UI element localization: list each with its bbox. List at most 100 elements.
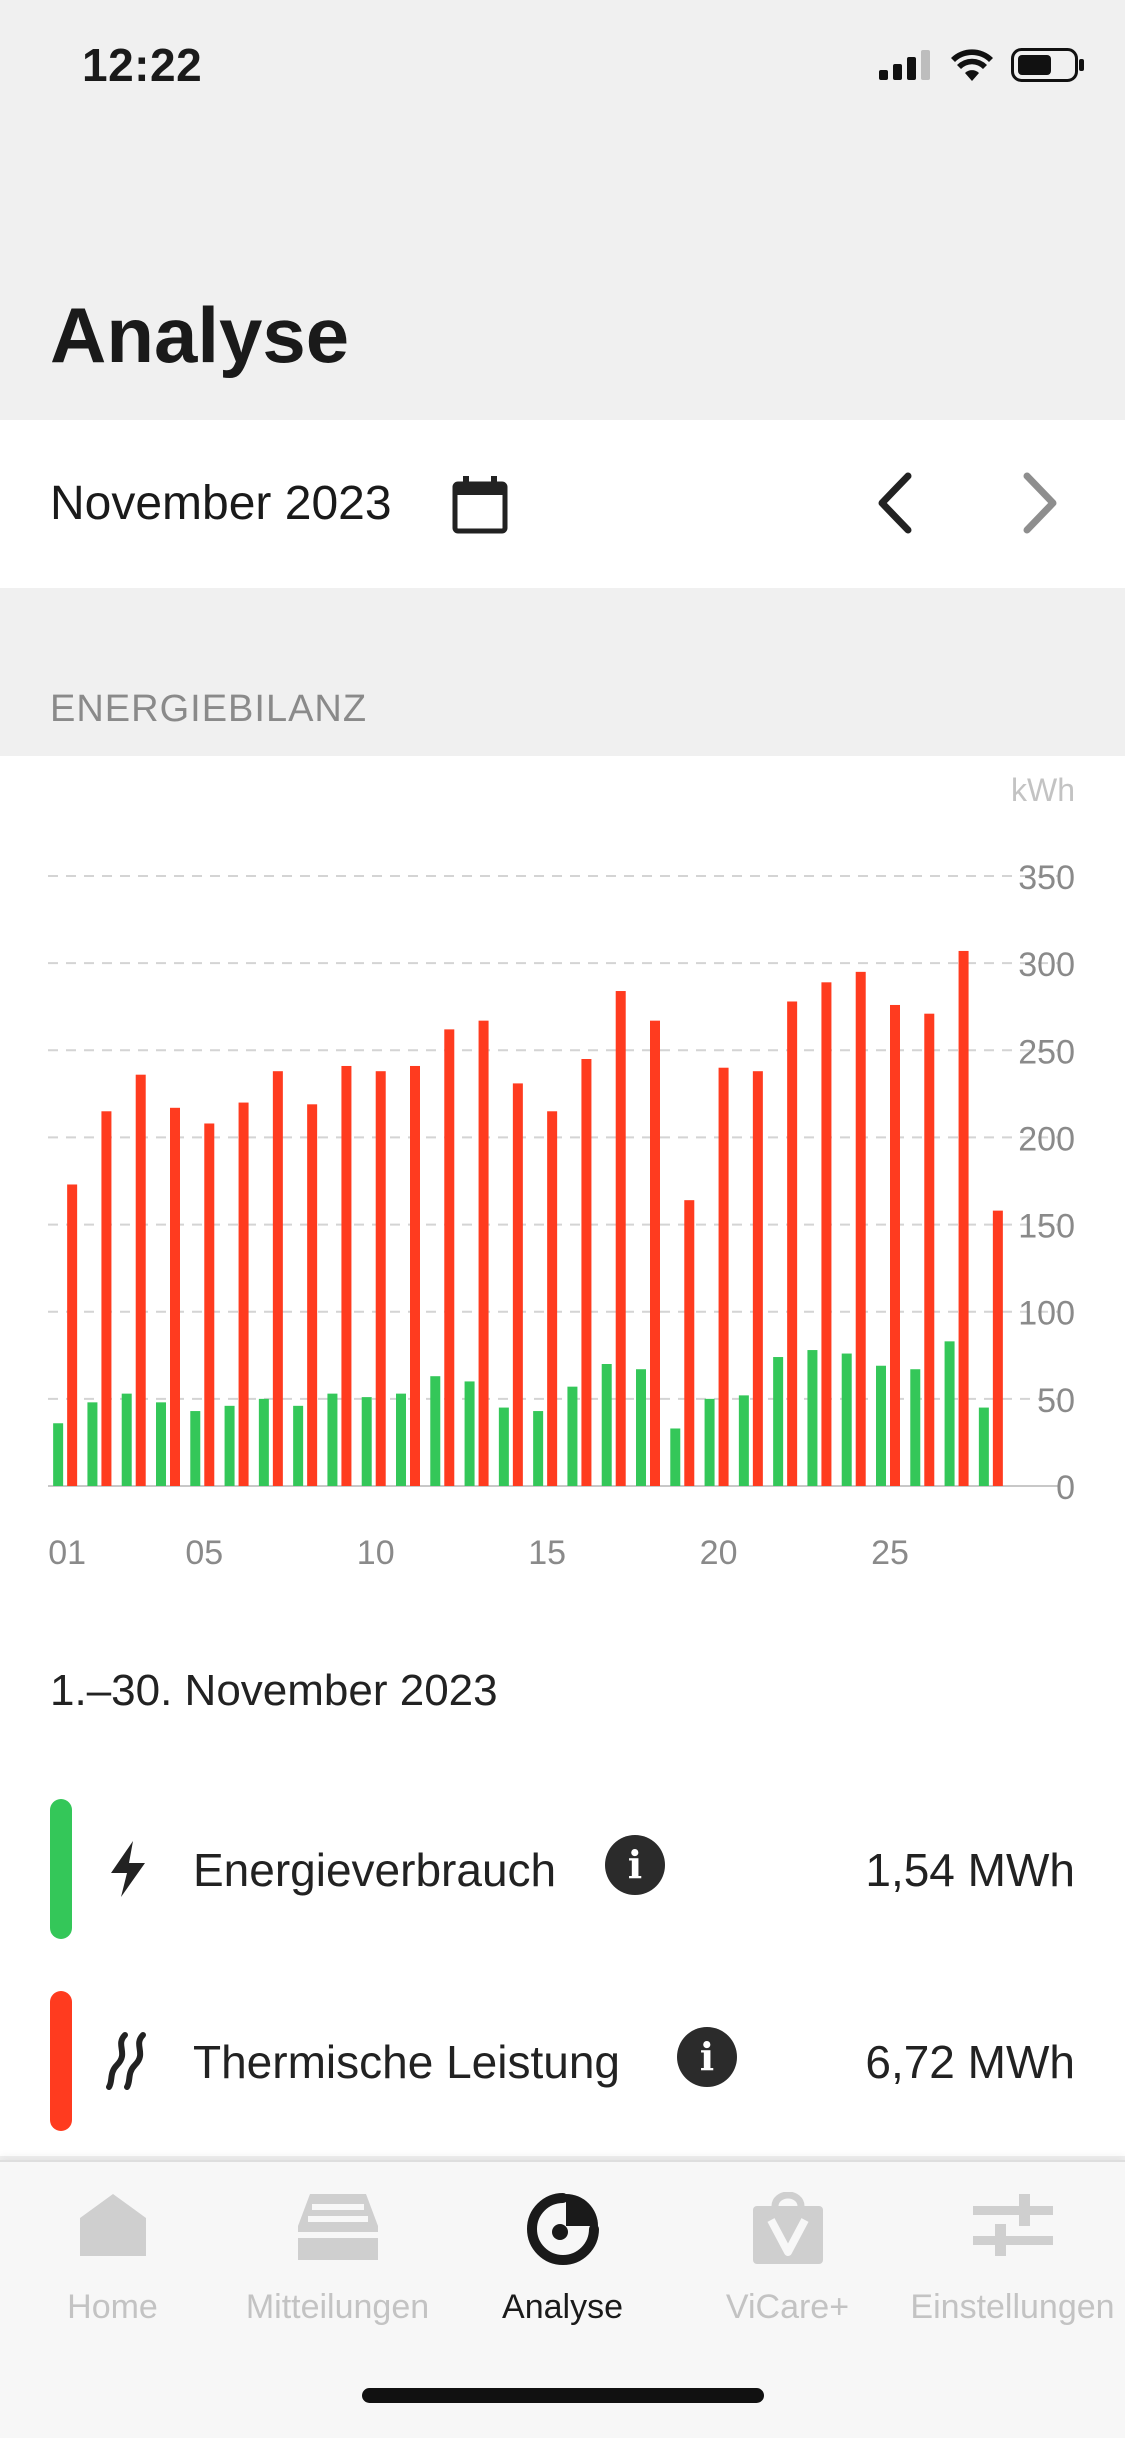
shopping-bag-icon xyxy=(752,2192,823,2264)
bar-thermische-leistung xyxy=(718,1067,729,1486)
cellular-signal-icon xyxy=(879,50,930,80)
bar-thermische-leistung xyxy=(238,1102,249,1486)
y-tick-label: 50 xyxy=(1037,1382,1075,1420)
energy-color-indicator xyxy=(50,1799,72,1939)
battery-icon xyxy=(1011,48,1084,82)
bar-thermische-leistung xyxy=(101,1111,112,1486)
bar-thermische-leistung xyxy=(341,1065,352,1486)
heat-waves-icon xyxy=(106,2032,146,2090)
bar-thermische-leistung xyxy=(67,1184,78,1486)
bar-energieverbrauch xyxy=(293,1405,304,1486)
calendar-icon[interactable] xyxy=(452,476,508,534)
bar-energieverbrauch xyxy=(773,1357,784,1486)
status-bar: 12:22 xyxy=(0,0,1125,140)
tab-label: Einstellungen xyxy=(910,2288,1115,2326)
energy-label: Energieverbrauch xyxy=(193,1844,557,1896)
bar-energieverbrauch xyxy=(978,1407,989,1486)
tab-vicare-plus[interactable]: ViCare+ xyxy=(675,2192,900,2332)
bar-thermische-leistung xyxy=(615,991,626,1486)
bar-thermische-leistung xyxy=(547,1111,558,1486)
section-label: ENERGIEBILANZ xyxy=(50,688,368,730)
y-tick-label: 0 xyxy=(1056,1469,1075,1507)
bar-energieverbrauch xyxy=(807,1350,818,1486)
thermal-value: 6,72 MWh xyxy=(865,2036,1075,2088)
tab-mitteilungen[interactable]: Mitteilungen xyxy=(225,2192,450,2332)
bar-energieverbrauch xyxy=(224,1405,235,1486)
previous-month-chevron-icon[interactable] xyxy=(870,470,920,536)
energy-value: 1,54 MWh xyxy=(865,1844,1075,1896)
thermal-label: Thermische Leistung xyxy=(193,2036,620,2088)
tab-label: ViCare+ xyxy=(725,2288,850,2326)
bar-thermische-leistung xyxy=(375,1071,386,1486)
status-icons xyxy=(879,48,1085,82)
bar-energieverbrauch xyxy=(944,1341,955,1486)
bar-thermische-leistung xyxy=(684,1200,695,1486)
bar-thermische-leistung xyxy=(890,1004,900,1486)
y-tick-label: 200 xyxy=(1018,1120,1075,1158)
bar-energieverbrauch xyxy=(190,1411,201,1486)
x-tick-label: 10 xyxy=(357,1534,395,1572)
lightning-icon xyxy=(111,1841,145,1897)
y-tick-label: 300 xyxy=(1018,946,1075,984)
tab-label: Mitteilungen xyxy=(245,2288,430,2326)
x-tick-label: 05 xyxy=(185,1534,223,1572)
bar-thermische-leistung xyxy=(478,1020,489,1486)
bar-energieverbrauch xyxy=(121,1393,132,1486)
energy-balance-chart: kWh 350 300 250 200 150 100 50 0 01 05 10 15 20 25 xyxy=(48,772,1075,1572)
wifi-icon xyxy=(951,49,993,81)
bar-thermische-leistung xyxy=(272,1071,283,1486)
bar-energieverbrauch xyxy=(533,1411,544,1486)
bar-energieverbrauch xyxy=(670,1428,681,1486)
bar-energieverbrauch xyxy=(601,1364,612,1486)
bar-thermische-leistung xyxy=(924,1013,935,1486)
bar-energieverbrauch xyxy=(498,1407,509,1486)
bar-thermische-leistung xyxy=(787,1001,798,1486)
bar-thermische-leistung xyxy=(135,1074,146,1486)
thermal-info-icon[interactable]: i xyxy=(677,2027,737,2087)
bar-energieverbrauch xyxy=(327,1393,338,1486)
legend-row-thermal: Thermische Leistung i 6,72 MWh xyxy=(0,1991,1125,2131)
bar-thermische-leistung xyxy=(992,1210,1003,1486)
bar-energieverbrauch xyxy=(876,1365,886,1486)
y-tick-label: 250 xyxy=(1018,1033,1075,1071)
bar-thermische-leistung xyxy=(444,1029,455,1486)
analysis-gauge-icon xyxy=(526,2193,599,2265)
inbox-icon xyxy=(297,2194,378,2260)
status-time: 12:22 xyxy=(82,39,203,91)
bar-thermische-leistung xyxy=(650,1020,660,1486)
tab-einstellungen[interactable]: Einstellungen xyxy=(900,2192,1125,2332)
thermal-color-indicator xyxy=(50,1991,72,2131)
x-tick-label: 25 xyxy=(871,1534,909,1572)
energy-balance-card: kWh 350 300 250 200 150 100 50 0 01 05 10 15 20 25 1.–… xyxy=(0,756,1125,2156)
bar-thermische-leistung xyxy=(581,1059,592,1486)
bar-thermische-leistung xyxy=(821,982,832,1486)
bar-energieverbrauch xyxy=(430,1376,441,1486)
page-title: Analyse xyxy=(50,291,350,379)
bar-energieverbrauch xyxy=(87,1402,98,1486)
energy-info-icon[interactable]: i xyxy=(605,1835,665,1895)
bar-thermische-leistung xyxy=(410,1065,420,1486)
bar-thermische-leistung xyxy=(307,1104,318,1486)
bar-thermische-leistung xyxy=(752,1071,763,1486)
next-month-chevron-icon[interactable] xyxy=(1015,470,1065,536)
tab-label: Home xyxy=(67,2288,158,2326)
bar-thermische-leistung xyxy=(170,1107,180,1486)
bar-thermische-leistung xyxy=(512,1083,523,1486)
tab-home[interactable]: Home xyxy=(0,2192,225,2332)
y-axis-unit-label: kWh xyxy=(1011,772,1075,808)
tab-analyse[interactable]: Analyse xyxy=(450,2192,675,2332)
x-tick-label: 01 xyxy=(48,1534,86,1572)
month-label[interactable]: November 2023 xyxy=(50,477,392,530)
bar-energieverbrauch xyxy=(567,1386,578,1486)
date-range-label: 1.–30. November 2023 xyxy=(50,1666,498,1715)
bar-energieverbrauch xyxy=(910,1369,921,1486)
bar-thermische-leistung xyxy=(958,950,969,1486)
x-tick-label: 20 xyxy=(700,1534,738,1572)
bar-energieverbrauch xyxy=(704,1398,715,1486)
home-indicator xyxy=(362,2388,764,2403)
month-selector: November 2023 xyxy=(0,420,1125,588)
y-tick-label: 350 xyxy=(1018,859,1075,897)
bar-energieverbrauch xyxy=(738,1395,749,1486)
bar-energieverbrauch xyxy=(841,1353,852,1486)
bar-energieverbrauch xyxy=(636,1369,646,1486)
